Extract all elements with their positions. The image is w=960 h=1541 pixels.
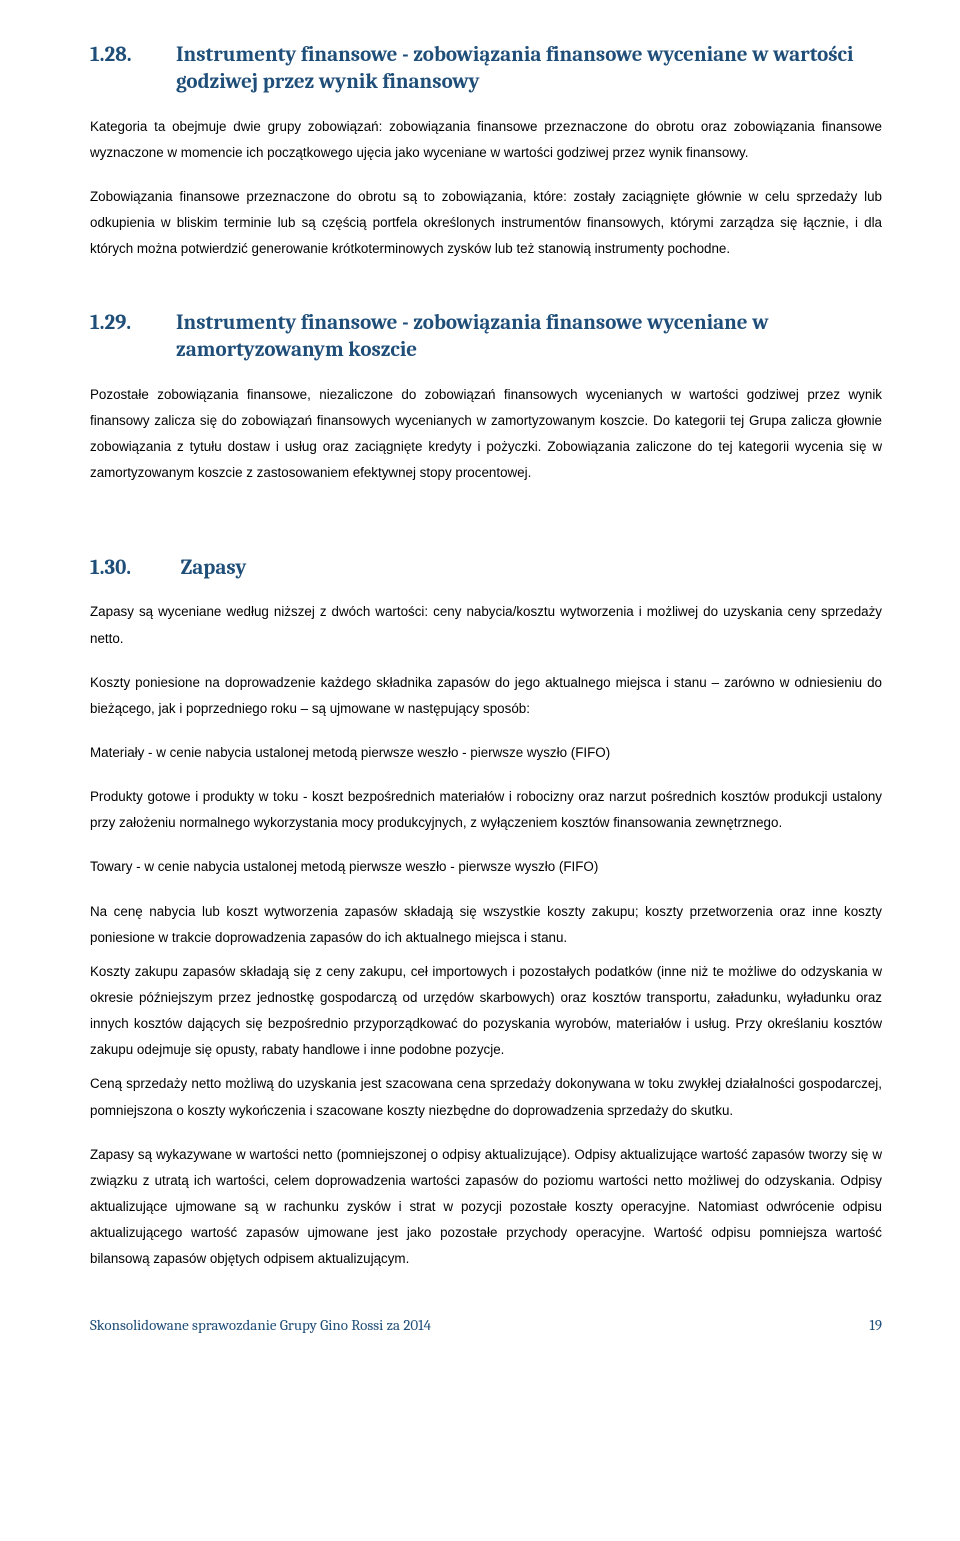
paragraph: Produkty gotowe i produkty w toku - kosz… xyxy=(90,784,882,836)
spacer xyxy=(90,505,882,535)
section-heading-1-29: 1.29. Instrumenty finansowe - zobowiązan… xyxy=(90,310,882,364)
section-title: Instrumenty finansowe - zobowiązania fin… xyxy=(90,310,882,364)
section-heading-1-30: 1.30. Zapasy xyxy=(90,555,882,582)
section-number: 1.29. xyxy=(90,310,176,337)
paragraph: Zapasy są wykazywane w wartości netto (p… xyxy=(90,1142,882,1273)
section-heading-1-28: 1.28. Instrumenty finansowe - zobowiązan… xyxy=(90,42,882,96)
section-title: Zapasy xyxy=(181,556,247,580)
paragraph: Zobowiązania finansowe przeznaczone do o… xyxy=(90,184,882,262)
paragraph: Ceną sprzedaży netto możliwą do uzyskani… xyxy=(90,1071,882,1123)
paragraph: Towary - w cenie nabycia ustalonej metod… xyxy=(90,854,882,880)
paragraph: Kategoria ta obejmuje dwie grupy zobowią… xyxy=(90,114,882,166)
section-title: Instrumenty finansowe - zobowiązania fin… xyxy=(90,42,882,96)
page-number: 19 xyxy=(869,1316,882,1334)
paragraph: Koszty poniesione na doprowadzenie każde… xyxy=(90,670,882,722)
section-number: 1.28. xyxy=(90,42,176,69)
paragraph: Na cenę nabycia lub koszt wytworzenia za… xyxy=(90,899,882,951)
paragraph: Koszty zakupu zapasów składają się z cen… xyxy=(90,959,882,1064)
page-footer: Skonsolidowane sprawozdanie Grupy Gino R… xyxy=(90,1316,882,1334)
paragraph: Materiały - w cenie nabycia ustalonej me… xyxy=(90,740,882,766)
footer-text: Skonsolidowane sprawozdanie Grupy Gino R… xyxy=(90,1316,431,1334)
spacer xyxy=(90,535,882,555)
paragraph: Zapasy są wyceniane według niższej z dwó… xyxy=(90,599,882,651)
section-number: 1.30. xyxy=(90,555,176,582)
paragraph: Pozostałe zobowiązania finansowe, niezal… xyxy=(90,382,882,487)
spacer xyxy=(90,280,882,310)
